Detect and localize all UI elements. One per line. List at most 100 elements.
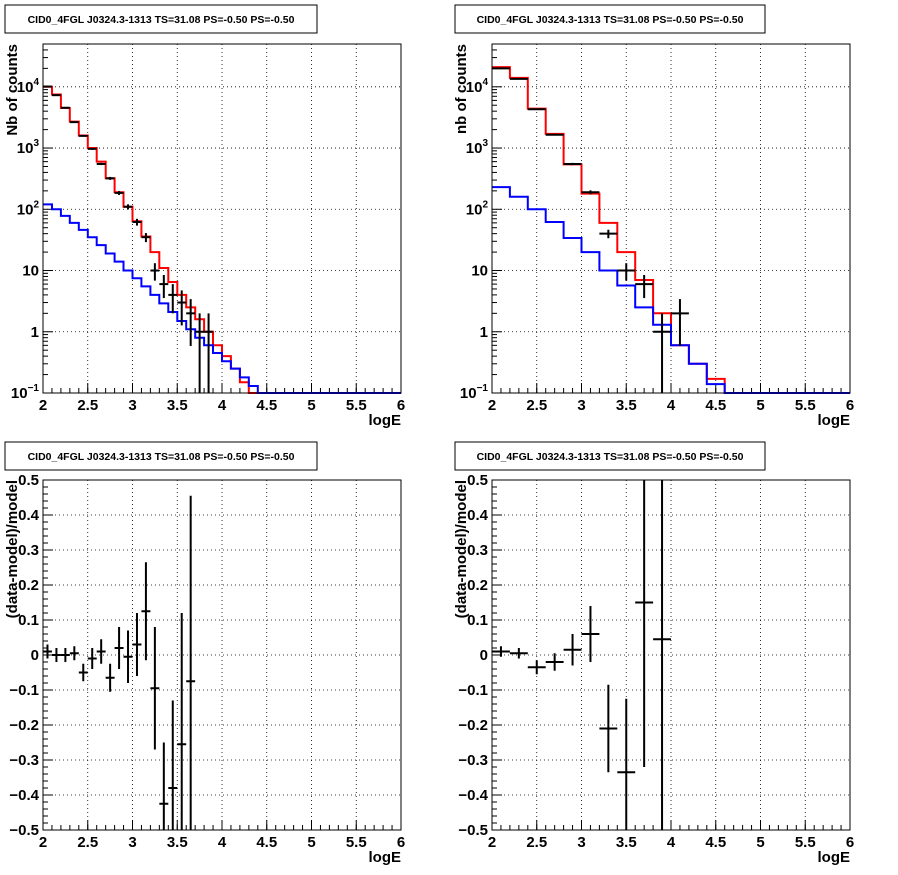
data-point [581, 190, 600, 195]
x-tick-label: 4 [667, 834, 676, 851]
data-point [159, 742, 169, 830]
x-tick-label: 2.5 [77, 397, 98, 414]
y-tick-exponent: 4 [33, 77, 39, 88]
data-point [581, 606, 600, 662]
data-point [43, 644, 52, 659]
data-point [105, 663, 115, 692]
x-tick-label: 5 [307, 834, 315, 851]
histogram-series-2 [492, 186, 850, 394]
chart-title: CID0_4FGL J0324.3-1313 TS=31.08 PS=-0.50… [477, 14, 744, 26]
data-point [635, 275, 654, 299]
data-point [78, 134, 88, 137]
x-tick-label: 4 [218, 397, 227, 414]
y-tick-label: 0 [31, 647, 39, 664]
y-tick-exponent: −1 [28, 383, 40, 394]
y-tick-exponent: 2 [482, 199, 488, 210]
x-tick-label: 5.5 [346, 834, 367, 851]
y-tick-base: 10 [466, 201, 483, 218]
chart-pad-3: CID0_4FGL J0324.3-1313 TS=31.08 PS=-0.50… [4, 441, 405, 866]
y-tick-label: 104 [17, 77, 40, 96]
title-box [454, 4, 766, 34]
x-tick-label: 6 [846, 397, 854, 414]
plot-frame [491, 43, 851, 394]
x-axis-title: logE [369, 849, 402, 866]
x-tick-label: 3.5 [616, 397, 637, 414]
chart-title: CID0_4FGL J0324.3-1313 TS=31.08 PS=-0.50… [28, 14, 295, 26]
y-tick-label: 0.3 [467, 542, 488, 559]
y-tick-label: −0.1 [458, 682, 488, 699]
data-point [545, 653, 564, 671]
y-tick-label: −0.2 [458, 717, 488, 734]
y-tick-label: 0 [480, 647, 488, 664]
y-tick-label: −0.2 [9, 717, 39, 734]
y-axis-title: nb of counts [453, 44, 470, 134]
data-point [96, 162, 106, 166]
data-point [195, 313, 205, 393]
y-tick-label: 103 [466, 138, 489, 157]
x-tick-label: 2 [488, 397, 496, 414]
data-point [563, 162, 582, 166]
data-point [159, 275, 169, 299]
y-tick-label: 10 [22, 263, 39, 280]
data-point [527, 660, 546, 675]
data-point [69, 646, 79, 661]
y-tick-base: 10 [460, 385, 477, 402]
x-tick-label: 3.5 [167, 397, 188, 414]
data-point [177, 290, 187, 326]
y-tick-label: 0.3 [18, 542, 39, 559]
x-tick-label: 3 [577, 834, 585, 851]
x-tick-label: 3 [128, 834, 136, 851]
y-tick-label: 0.2 [467, 577, 488, 594]
x-tick-label: 2 [39, 834, 47, 851]
data-point [186, 299, 196, 346]
title-box [454, 441, 766, 471]
data-point [653, 313, 671, 393]
data-point [114, 627, 124, 669]
y-tick-label: −0.5 [458, 822, 488, 839]
x-tick-label: 3.5 [167, 834, 188, 851]
data-point [123, 204, 133, 210]
plot-frame [491, 479, 851, 831]
x-tick-label: 5 [756, 397, 764, 414]
chart-title: CID0_4FGL J0324.3-1313 TS=31.08 PS=-0.50… [28, 451, 295, 463]
data-point [69, 121, 79, 124]
y-tick-base: 10 [466, 79, 483, 96]
y-tick-exponent: −1 [477, 383, 489, 394]
y-tick-base: 10 [11, 385, 28, 402]
x-tick-label: 2 [488, 834, 496, 851]
data-point [60, 106, 70, 109]
y-tick-label: 0.1 [18, 612, 39, 629]
data-point [132, 218, 142, 226]
y-tick-label: 102 [17, 199, 40, 218]
y-tick-label: 102 [466, 199, 489, 218]
x-tick-label: 5 [756, 834, 764, 851]
y-tick-label: 0.4 [467, 507, 489, 524]
y-tick-exponent: 3 [33, 138, 39, 149]
data-point [168, 700, 178, 830]
y-tick-label: 103 [17, 138, 40, 157]
x-tick-label: 2.5 [526, 397, 547, 414]
y-tick-label: 104 [466, 77, 489, 96]
y-tick-label: 0.5 [18, 472, 39, 489]
data-point [527, 108, 546, 111]
data-point [105, 176, 115, 180]
chart-pad-2: CID0_4FGL J0324.3-1313 TS=31.08 PS=-0.50… [453, 4, 854, 429]
x-tick-label: 2.5 [526, 834, 547, 851]
data-point [141, 233, 151, 243]
chart-pad-1: CID0_4FGL J0324.3-1313 TS=31.08 PS=-0.50… [4, 4, 405, 429]
y-tick-label: 0.2 [18, 577, 39, 594]
x-tick-label: 5.5 [795, 397, 816, 414]
chart-pad-4: CID0_4FGL J0324.3-1313 TS=31.08 PS=-0.50… [453, 441, 854, 866]
x-tick-label: 5.5 [346, 397, 367, 414]
y-tick-label: 0.4 [18, 507, 40, 524]
y-tick-base: 10 [17, 79, 34, 96]
data-point [563, 634, 582, 666]
y-tick-base: 10 [17, 140, 34, 157]
y-tick-label: 1 [480, 324, 488, 341]
y-tick-base: 10 [466, 140, 483, 157]
x-tick-label: 2 [39, 397, 47, 414]
data-point [168, 284, 178, 314]
y-tick-label: 10−1 [460, 383, 489, 402]
data-point [599, 229, 618, 239]
